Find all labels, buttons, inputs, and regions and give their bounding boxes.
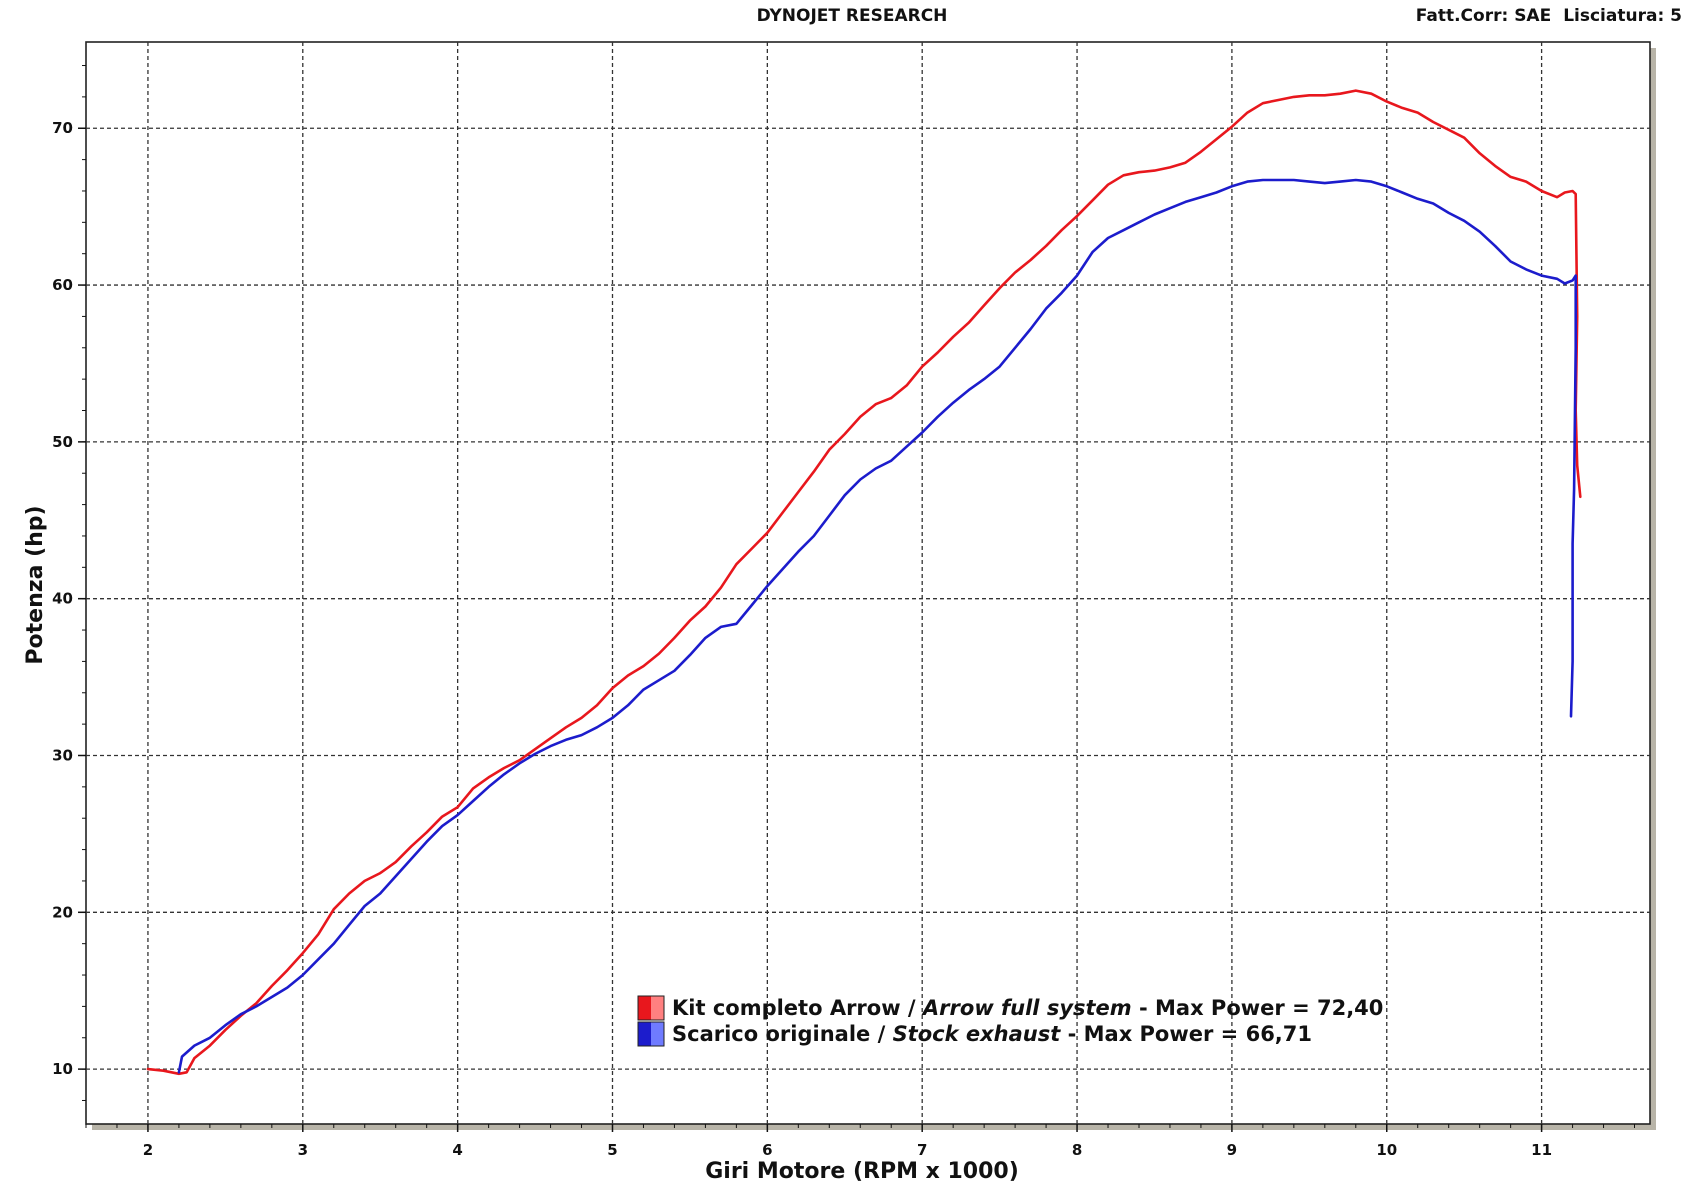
legend-label-part: Kit completo Arrow / — [672, 996, 923, 1020]
legend: Kit completo Arrow / Arrow full system -… — [637, 995, 1383, 1047]
smoothing-level: Lisciatura: 5 — [1563, 6, 1682, 26]
y-axis-title: Potenza (hp) — [23, 505, 48, 664]
y-tick-label: 70 — [52, 119, 73, 137]
legend-swatch-highlight — [651, 1022, 664, 1046]
plot-area — [85, 41, 1651, 1125]
series-line-1 — [146, 89, 1582, 1076]
x-tick-label: 8 — [1072, 1141, 1082, 1159]
series-line-2 — [177, 178, 1577, 1074]
y-tick-label: 50 — [52, 433, 73, 451]
x-tick-label: 10 — [1376, 1141, 1397, 1159]
x-tick-label: 6 — [762, 1141, 772, 1159]
series-lines — [146, 89, 1582, 1076]
x-axis-title: Giri Motore (RPM x 1000) — [705, 1159, 1019, 1184]
chart-header-settings: Fatt.Corr: SAE Lisciatura: 5 — [1416, 6, 1682, 26]
legend-swatch-highlight — [651, 996, 664, 1020]
legend-swatch — [638, 1022, 651, 1046]
legend-item-2: Scarico originale / Stock exhaust - Max … — [637, 1021, 1312, 1047]
legend-item-1: Kit completo Arrow / Arrow full system -… — [637, 995, 1383, 1021]
legend-label-part: Arrow full system — [921, 996, 1132, 1020]
x-tick-label: 9 — [1227, 1141, 1237, 1159]
y-tick-label: 20 — [52, 903, 73, 921]
grid — [86, 42, 1650, 1124]
y-tick-label: 60 — [52, 276, 73, 294]
chart-header-title: DYNOJET RESEARCH — [757, 6, 948, 26]
legend-swatch-border — [637, 1021, 665, 1047]
legend-swatch — [638, 996, 651, 1020]
y-tick-label: 40 — [52, 590, 73, 608]
correction-factor: Fatt.Corr: SAE — [1416, 6, 1551, 26]
x-tick-label: 7 — [917, 1141, 927, 1159]
x-tick-label: 2 — [143, 1141, 153, 1159]
x-tick-label: 4 — [452, 1141, 462, 1159]
legend-label-part: Scarico originale / — [672, 1022, 893, 1046]
x-tick-label: 3 — [298, 1141, 308, 1159]
legend-swatch-border — [637, 995, 665, 1021]
legend-label: Kit completo Arrow / Arrow full system -… — [672, 996, 1383, 1020]
x-tick-label: 5 — [607, 1141, 617, 1159]
y-tick-label: 30 — [52, 746, 73, 764]
legend-label: Scarico originale / Stock exhaust - Max … — [672, 1022, 1312, 1046]
legend-label-part: - Max Power = 66,71 — [1060, 1022, 1312, 1046]
y-tick-label: 10 — [52, 1060, 73, 1078]
x-tick-label: 11 — [1531, 1141, 1552, 1159]
legend-label-part: Stock exhaust — [893, 1022, 1062, 1046]
ticks: 2 3 4 5 6 7 8 9 10 11 10 20 30 40 50 60 70 — [52, 65, 1636, 1159]
legend-label-part: - Max Power = 72,40 — [1132, 996, 1384, 1020]
